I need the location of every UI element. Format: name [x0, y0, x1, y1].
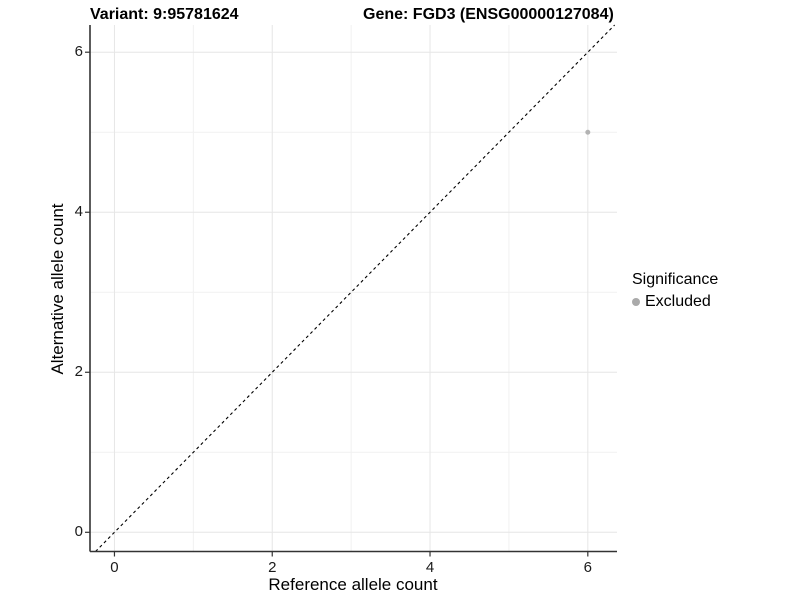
- data-point: [585, 129, 591, 135]
- legend-entries: Excluded: [632, 293, 718, 311]
- x-tick-label: 6: [583, 558, 592, 576]
- legend-entry: Excluded: [632, 293, 718, 311]
- y-tick-label: 6: [74, 43, 83, 61]
- legend: Significance Excluded: [632, 271, 718, 311]
- x-tick-label: 4: [425, 558, 435, 576]
- identity-reference-line: [95, 24, 616, 552]
- x-tick-label: 2: [268, 558, 277, 576]
- plot-title-variant: Variant: 9:95781624: [90, 6, 239, 23]
- legend-entry-label: Excluded: [645, 293, 711, 310]
- x-axis-title: Reference allele count: [268, 575, 438, 594]
- plot-title-gene: Gene: FGD3 (ENSG00000127084): [363, 6, 614, 23]
- legend-point-icon: [632, 298, 640, 306]
- legend-title: Significance: [632, 271, 719, 288]
- y-tick-label: 4: [74, 203, 83, 221]
- y-tick-label: 0: [74, 523, 83, 541]
- x-tick-label: 0: [110, 558, 119, 576]
- y-axis-title: Alternative allele count: [48, 203, 67, 375]
- y-tick-label: 2: [74, 363, 83, 381]
